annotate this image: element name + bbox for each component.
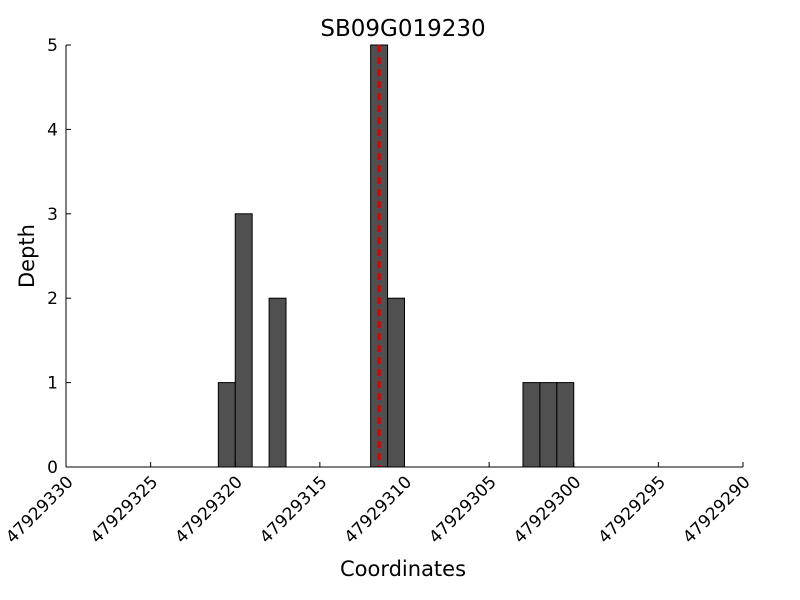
y-axis-label: Depth	[15, 224, 39, 288]
y-tick-label: 0	[47, 458, 58, 478]
y-tick-label: 2	[47, 289, 58, 309]
x-tick-label: 47929305	[425, 472, 500, 547]
y-tick-label: 1	[47, 374, 58, 394]
x-tick-label: 47929320	[171, 472, 246, 547]
x-tick-label: 47929290	[679, 472, 754, 547]
bar	[387, 297, 406, 468]
bar	[234, 213, 253, 468]
bar	[268, 297, 287, 468]
x-tick-label: 47929295	[595, 472, 670, 547]
y-tick-label: 5	[47, 36, 58, 56]
x-tick-label: 47929330	[2, 472, 77, 547]
x-axis-label: Coordinates	[340, 557, 466, 581]
y-tick-label: 4	[47, 120, 58, 140]
x-tick-label: 47929325	[87, 472, 162, 547]
x-tick-label: 47929300	[510, 472, 585, 547]
bar	[217, 382, 236, 468]
x-tick-label: 47929315	[256, 472, 331, 547]
bar	[522, 382, 541, 468]
bar	[539, 382, 558, 468]
x-tick-label: 47929310	[341, 472, 416, 547]
y-tick-label: 3	[47, 205, 58, 225]
chart-title: SB09G019230	[320, 16, 485, 42]
bar	[556, 382, 575, 468]
